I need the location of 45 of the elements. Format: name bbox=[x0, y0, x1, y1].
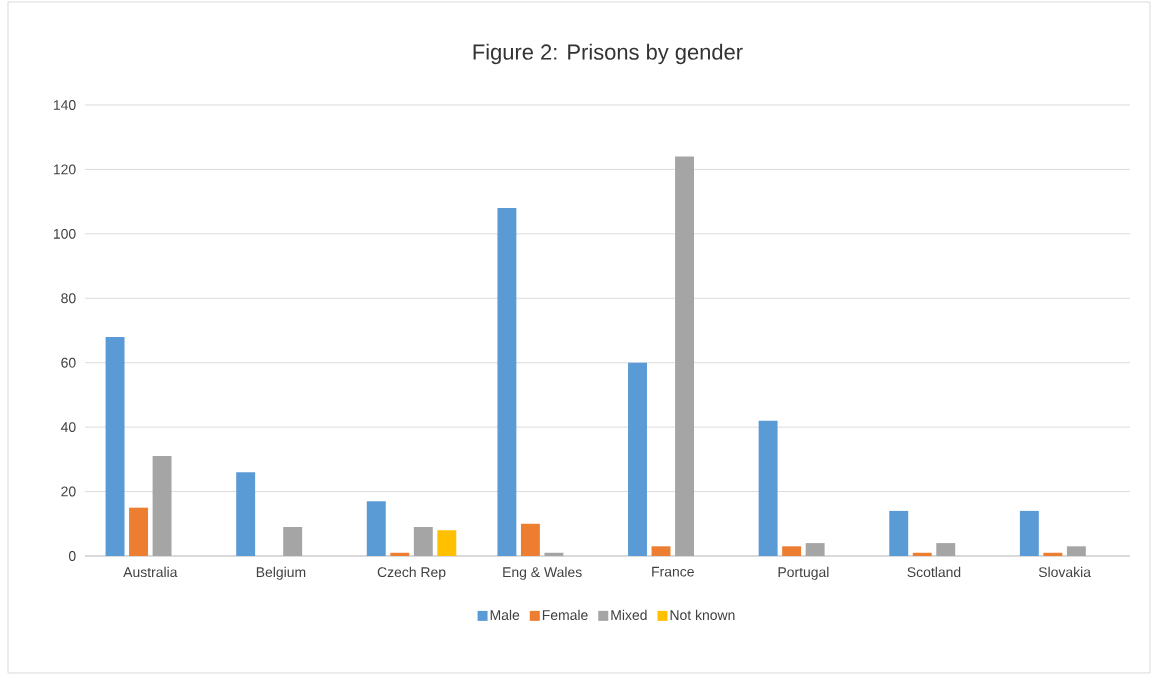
bar bbox=[675, 156, 694, 556]
x-tick-label: Czech Rep bbox=[377, 566, 446, 580]
bar bbox=[544, 552, 564, 556]
bar bbox=[1043, 552, 1063, 556]
bar bbox=[390, 552, 410, 556]
bar bbox=[105, 336, 125, 556]
x-tick-label: Scotland bbox=[907, 566, 961, 578]
bar bbox=[366, 501, 386, 556]
y-tick-label: 40 bbox=[60, 422, 76, 433]
y-tick-label: 20 bbox=[61, 486, 76, 497]
bar bbox=[912, 552, 932, 556]
bar bbox=[805, 543, 825, 556]
bar bbox=[628, 362, 647, 556]
y-tick-label: 80 bbox=[61, 293, 76, 304]
y-tick-label: 100 bbox=[53, 228, 76, 239]
x-tick-label: Australia bbox=[123, 566, 178, 578]
x-tick-label: Slovakia bbox=[1038, 566, 1091, 578]
bar bbox=[936, 543, 956, 556]
bar bbox=[758, 420, 778, 556]
bar bbox=[651, 546, 671, 556]
bar bbox=[1019, 510, 1039, 556]
bar bbox=[152, 456, 172, 556]
x-tick-label: Eng & Wales bbox=[503, 566, 582, 580]
bar bbox=[497, 208, 517, 556]
bar bbox=[889, 510, 909, 556]
x-tick-label: Portugal bbox=[778, 566, 829, 580]
chart-title: Figure 2: Prisons by gender bbox=[473, 43, 743, 65]
x-tick-label: Belgium bbox=[256, 566, 306, 580]
bar bbox=[236, 472, 256, 556]
legend-label: Male bbox=[490, 609, 520, 621]
bar bbox=[782, 546, 802, 556]
bar bbox=[129, 507, 149, 556]
bar bbox=[1066, 546, 1086, 556]
legend-label: Female bbox=[542, 609, 588, 621]
y-tick-label: 140 bbox=[53, 100, 76, 110]
x-tick-label: France bbox=[652, 566, 694, 577]
y-tick-label: 0 bbox=[68, 551, 76, 561]
bar bbox=[413, 526, 433, 556]
legend-label: Not known bbox=[670, 609, 735, 621]
bar bbox=[520, 523, 540, 556]
bar bbox=[283, 526, 303, 556]
y-tick-label: 120 bbox=[53, 164, 76, 175]
legend-label: Mixed bbox=[611, 609, 647, 621]
bar bbox=[437, 530, 457, 556]
y-tick-label: 60 bbox=[61, 357, 76, 368]
